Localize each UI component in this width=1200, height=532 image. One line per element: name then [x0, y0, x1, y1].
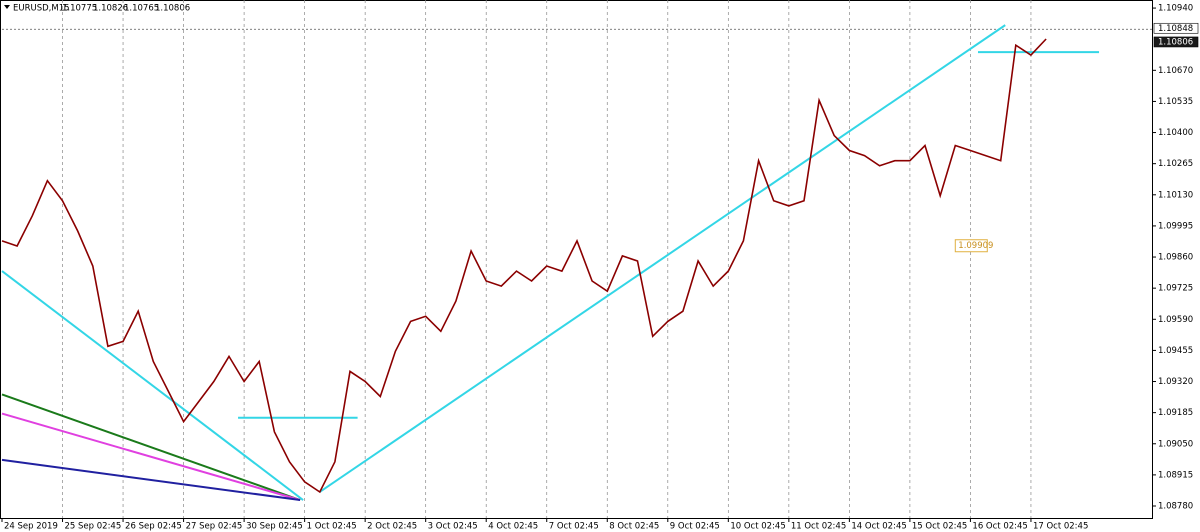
y-tick-label: 1.08915 — [1158, 470, 1193, 480]
y-tick-label: 1.08780 — [1158, 502, 1193, 512]
y-tick-label: 1.10670 — [1158, 66, 1193, 76]
trendline — [1, 270, 304, 501]
annotation-label: 1.09909 — [958, 241, 993, 251]
y-tick-label: 1.09455 — [1158, 346, 1193, 356]
y-tick-label: 1.09995 — [1158, 221, 1193, 231]
trendline — [1, 458, 301, 502]
x-tick-label: 4 Oct 02:45 — [488, 522, 538, 532]
menu-arrow — [4, 5, 10, 9]
price-line — [1, 38, 1047, 494]
price-marker-label: 1.10806 — [1158, 37, 1193, 47]
x-tick-label: 17 Oct 02:45 — [1033, 522, 1088, 532]
y-tick-label: 1.09185 — [1158, 408, 1193, 418]
x-tick-label: 30 Sep 02:45 — [246, 522, 303, 532]
x-tick-label: 25 Sep 02:45 — [65, 522, 122, 532]
trendline — [1, 393, 301, 501]
y-tick-label: 1.09860 — [1158, 253, 1193, 263]
x-tick-label: 3 Oct 02:45 — [428, 522, 478, 532]
price-marker-label: 1.10848 — [1158, 24, 1193, 34]
y-tick-label: 1.10130 — [1158, 190, 1193, 200]
price-marker-box — [1153, 22, 1199, 34]
y-tick-label: 1.09320 — [1158, 377, 1193, 387]
x-tick-label: 7 Oct 02:45 — [549, 522, 599, 532]
x-tick-label: 9 Oct 02:45 — [670, 522, 720, 532]
x-tick-label: 27 Sep 02:45 — [186, 522, 243, 532]
x-tick-label: 14 Oct 02:45 — [851, 522, 906, 532]
x-tick-label: 2 Oct 02:45 — [367, 522, 417, 532]
price-marker-box — [1153, 36, 1199, 48]
x-tick-label: 8 Oct 02:45 — [609, 522, 659, 532]
trendline — [1, 412, 301, 501]
x-tick-label: 10 Oct 02:45 — [730, 522, 785, 532]
annotation-box — [954, 239, 988, 253]
ohlc-value: 1.10765 — [124, 4, 159, 14]
plot-frame — [0, 0, 1153, 519]
trendline — [319, 24, 1006, 493]
y-tick-label: 1.09725 — [1158, 284, 1193, 294]
x-tick-label: 15 Oct 02:45 — [912, 522, 967, 532]
y-tick-label: 1.10265 — [1158, 159, 1193, 169]
y-tick-label: 1.09590 — [1158, 315, 1193, 325]
x-tick-label: 1 Oct 02:45 — [307, 522, 357, 532]
x-tick-label: 11 Oct 02:45 — [791, 522, 846, 532]
x-tick-label: 16 Oct 02:45 — [972, 522, 1027, 532]
y-tick-label: 1.09050 — [1158, 439, 1193, 449]
chart-title: EURUSD,M15 — [13, 4, 70, 14]
x-tick-label: 24 Sep 2019 — [4, 522, 58, 532]
ohlc-value: 1.10826 — [93, 4, 128, 14]
y-tick-label: 1.10400 — [1158, 128, 1193, 138]
x-tick-label: 26 Sep 02:45 — [125, 522, 182, 532]
ohlc-value: 1.10806 — [155, 4, 190, 14]
y-tick-label: 1.10940 — [1158, 4, 1193, 14]
ohlc-value: 1.10775 — [62, 4, 97, 14]
y-tick-label: 1.10535 — [1158, 97, 1193, 107]
